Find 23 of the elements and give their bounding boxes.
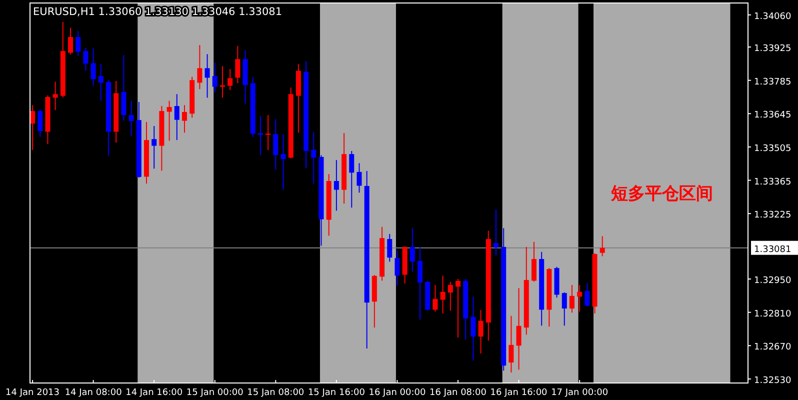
- x-tick-label: 15 Jan 08:00: [247, 388, 304, 398]
- y-tick-label: 1.32950: [754, 276, 792, 286]
- x-tick-label: 15 Jan 00:00: [186, 388, 244, 398]
- y-tick-label: 1.33785: [754, 77, 792, 88]
- x-tick-label: 14 Jan 2013: [6, 388, 60, 398]
- y-tick-label: 1.33505: [754, 144, 792, 154]
- y-tick-label: 1.33225: [754, 210, 792, 221]
- y-tick-label: 1.32670: [754, 342, 792, 353]
- ref-line-label: 1.33081: [754, 244, 792, 255]
- y-tick-label: 1.32530: [754, 376, 792, 386]
- y-tick-label: 1.33645: [754, 110, 792, 121]
- y-tick-label: 1.34060: [754, 12, 792, 22]
- x-tick-label: 15 Jan 16:00: [308, 388, 366, 398]
- x-tick-label: 16 Jan 16:00: [490, 388, 548, 398]
- x-tick-label: 16 Jan 08:00: [430, 388, 487, 398]
- y-tick-label: 1.33925: [754, 44, 792, 54]
- y-tick-label: 1.32810: [754, 309, 792, 320]
- y-tick-label: 1.33365: [754, 177, 792, 188]
- x-tick-label: 17 Jan 00:00: [551, 388, 608, 398]
- x-tick-label: 14 Jan 08:00: [64, 388, 122, 398]
- band-label: 短多平仓区间: [610, 184, 713, 204]
- x-tick-label: 16 Jan 00:00: [368, 388, 426, 398]
- x-tick-label: 14 Jan 16:00: [126, 388, 183, 398]
